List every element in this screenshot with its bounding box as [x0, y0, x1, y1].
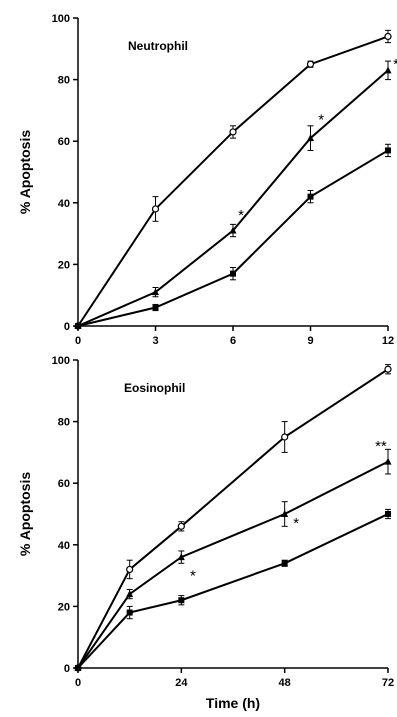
data-point-triangle — [281, 510, 289, 517]
y-tick-label: 0 — [64, 321, 70, 333]
chart-panel-2: 0 20 40 60 80 100 0 24 48 72 % Apoptosis Time (h) Eo… — [17, 355, 394, 711]
significance-marker: * — [293, 515, 299, 532]
data-point-circle — [177, 522, 185, 530]
data-point-circle — [281, 433, 289, 441]
significance-marker: * — [318, 112, 324, 129]
data-point-triangle — [384, 457, 392, 465]
data-point-square — [307, 193, 314, 200]
data-point-circle — [126, 565, 134, 574]
series-line — [77, 513, 389, 669]
y-tick-label: 20 — [58, 601, 70, 613]
x-tick-label: 72 — [382, 677, 394, 689]
data-point-triangle — [384, 66, 392, 74]
significance-marker: ** — [375, 438, 387, 455]
y-tick-label: 20 — [58, 259, 70, 271]
data-point-square — [75, 323, 81, 329]
data-point-square — [152, 304, 159, 311]
series-line — [77, 149, 389, 327]
y-tick-label: 0 — [64, 663, 70, 675]
significance-marker: * — [238, 207, 244, 224]
series-line — [77, 69, 389, 327]
y-tick-label: 80 — [58, 417, 70, 429]
panel-title: Neutrophil — [128, 39, 188, 53]
data-point-square — [385, 511, 391, 517]
data-point-circle — [384, 365, 392, 373]
series-line — [77, 35, 389, 327]
data-point-triangle — [229, 226, 237, 234]
data-point-triangle — [126, 590, 134, 598]
series-open-circle — [74, 29, 392, 330]
y-tick-label: 40 — [58, 198, 70, 210]
data-point-triangle — [152, 288, 159, 296]
y-tick-label: 100 — [52, 355, 70, 367]
y-tick-label: 60 — [58, 136, 70, 148]
y-tick-label: 100 — [52, 13, 70, 25]
data-point-circle — [306, 60, 315, 68]
series-line — [77, 460, 389, 669]
x-tick-label: 0 — [75, 335, 81, 347]
data-point-circle — [151, 205, 160, 213]
data-point-triangle — [307, 134, 314, 142]
significance-marker: ** — [393, 56, 397, 73]
series-square — [75, 143, 391, 329]
data-point-square — [178, 597, 185, 604]
data-point-square — [75, 665, 81, 671]
series-triangle — [74, 60, 392, 329]
significance-marker: * — [190, 568, 196, 585]
y-axis-title: % Apoptosis — [17, 472, 33, 556]
data-point-square — [126, 609, 133, 616]
y-tick-label: 80 — [58, 75, 70, 87]
data-point-square — [281, 560, 288, 567]
x-tick-label: 0 — [75, 677, 81, 689]
panel-title: Eosinophil — [124, 381, 185, 395]
data-point-circle — [384, 32, 392, 41]
series-open-circle — [74, 364, 392, 672]
y-tick-label: 40 — [58, 540, 70, 552]
x-tick-label: 24 — [175, 677, 188, 689]
y-axis-title: % Apoptosis — [17, 130, 33, 214]
data-point-square — [385, 147, 391, 154]
series-line — [77, 368, 389, 669]
data-point-circle — [229, 128, 237, 136]
x-axis-title: Time (h) — [206, 695, 260, 711]
chart-panel-1: 0 20 40 60 80 100 0 3 6 9 12 % Apoptosis Neutrophil *… — [17, 13, 397, 347]
y-tick-label: 60 — [58, 478, 70, 490]
series-square — [75, 508, 391, 671]
x-tick-label: 3 — [152, 335, 158, 347]
x-tick-label: 12 — [382, 335, 394, 347]
data-point-triangle — [177, 553, 185, 561]
x-tick-label: 6 — [230, 335, 236, 347]
data-point-square — [230, 270, 236, 277]
x-tick-label: 48 — [279, 677, 291, 689]
x-tick-label: 9 — [307, 335, 313, 347]
